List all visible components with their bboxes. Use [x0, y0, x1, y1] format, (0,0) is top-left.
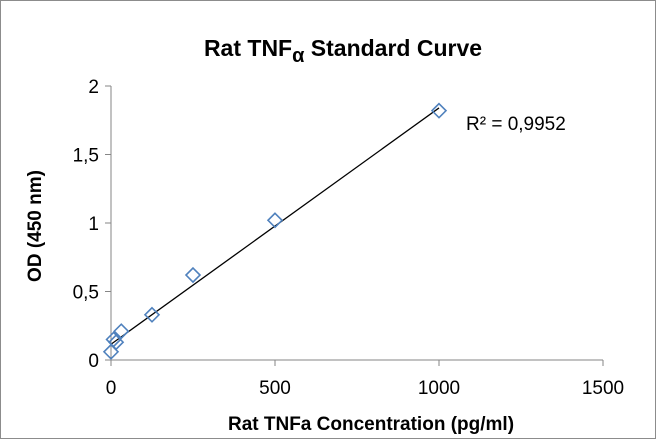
data-point-marker — [143, 306, 161, 323]
r-squared-label: R² = 0,9952 — [466, 114, 566, 135]
chart-title-suffix: Standard Curve — [304, 35, 482, 61]
y-tick-label: 1 — [88, 214, 99, 235]
data-point-marker — [113, 323, 130, 340]
x-tick-label: 0 — [106, 378, 117, 399]
x-tick-label: 1000 — [418, 378, 460, 399]
x-tick-label: 1500 — [582, 378, 624, 399]
chart-title-main: Rat TNF — [204, 35, 292, 61]
data-point-marker — [430, 102, 448, 119]
plot-area: 0 0,5 1 1,5 2 0 500 1000 1500 — [73, 77, 625, 399]
chart-title: Rat TNFα Standard Curve — [204, 35, 482, 67]
y-tick-label: 0 — [88, 351, 99, 372]
data-point-marker — [107, 334, 125, 351]
y-axis-title: OD (450 nm) — [25, 170, 46, 282]
x-tick-label: 500 — [259, 378, 291, 399]
trendline — [110, 107, 440, 345]
y-tick-label: 0,5 — [73, 283, 99, 304]
data-point-marker — [266, 212, 284, 229]
y-tick-label: 1,5 — [73, 146, 99, 167]
x-axis-title: Rat TNFa Concentration (pg/ml) — [228, 414, 514, 435]
data-point-marker — [184, 266, 202, 284]
y-tick-label: 2 — [88, 77, 99, 98]
chart-title-subscript: α — [292, 45, 305, 67]
